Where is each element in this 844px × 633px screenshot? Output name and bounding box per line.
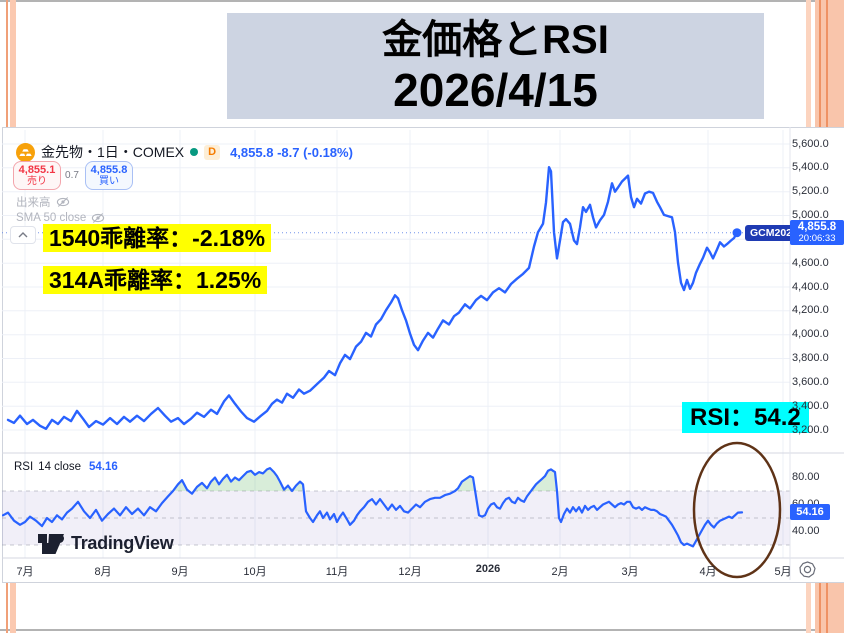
rsi-note-annotation: RSI：54.2	[682, 402, 809, 433]
time-tick-label: 7月	[16, 566, 34, 578]
time-tick-label: 12月	[398, 566, 422, 578]
rsi-tick-label: 40.00	[792, 525, 820, 537]
time-tick-label: 10月	[243, 566, 267, 578]
quote-text: 4,855.8 -8.7 (-0.18%)	[230, 144, 353, 160]
slide-top-edge	[0, 0, 844, 2]
sell-label: 売り	[27, 175, 47, 187]
price-tick-label: 4,000.0	[792, 328, 829, 341]
gold-symbol-icon	[16, 142, 35, 162]
chevron-up-icon	[18, 232, 28, 238]
slide-title-banner: 金価格とRSI 2026/4/15	[227, 13, 764, 119]
buy-price: 4,855.8	[90, 163, 128, 176]
time-tick-label: 5月	[774, 566, 792, 578]
price-tick-label: 5,400.0	[792, 161, 829, 174]
volume-indicator-label: 出来高	[16, 197, 51, 209]
rsi-tick-label: 80.00	[792, 471, 820, 483]
tradingview-logo[interactable]: TradingView	[38, 533, 174, 554]
current-rsi-label: 54.16	[790, 504, 830, 521]
rsi-overbought-fill	[173, 480, 189, 491]
eye-off-icon[interactable]	[91, 212, 105, 224]
time-tick-label: 4月	[699, 566, 717, 578]
symbol-title[interactable]: 金先物・1日・COMEX	[41, 144, 185, 160]
time-tick-label: 11月	[325, 566, 349, 578]
settings-icon[interactable]	[799, 561, 816, 583]
rsi-indicator-name[interactable]: RSI	[14, 461, 34, 473]
tradingview-mark-icon	[38, 533, 64, 554]
tradingview-logo-text: TradingView	[71, 533, 174, 553]
slide-title-line1: 金価格とRSI	[382, 18, 609, 62]
price-tick-label: 5,000.0	[792, 209, 829, 221]
spread-value: 0.7	[65, 170, 79, 181]
chart-plot-area[interactable]	[2, 127, 844, 581]
price-tick-label: 5,200.0	[792, 185, 829, 198]
rsi-indicator-value: 54.16	[89, 461, 118, 473]
sell-price: 4,855.1	[18, 163, 56, 176]
current-price-label: 4,855.8 20:06:33	[790, 220, 844, 246]
price-line	[6, 165, 739, 430]
rsi-line	[2, 467, 744, 548]
time-tick-label: 2026	[475, 563, 501, 575]
eye-off-icon[interactable]	[56, 196, 70, 208]
time-tick-label: 9月	[171, 566, 189, 578]
price-tick-label: 3,800.0	[792, 352, 829, 364]
sell-button[interactable]: 4,855.1 売り	[13, 161, 61, 190]
deviation-1540-annotation: 1540乖離率：-2.18%	[43, 224, 272, 252]
price-tick-label: 4,400.0	[792, 280, 829, 293]
market-status-dot	[190, 148, 199, 156]
chart-card	[2, 127, 844, 583]
price-tick-label: 5,600.0	[792, 137, 829, 150]
time-tick-label: 2月	[551, 566, 569, 578]
current-price-value: 4,855.8	[797, 220, 837, 233]
price-tick-label: 4,200.0	[792, 304, 829, 317]
collapse-legend-button[interactable]	[10, 226, 36, 244]
contract-tag: GCM2026	[745, 224, 803, 241]
price-tick-label: 3,600.0	[792, 375, 829, 388]
buy-button[interactable]: 4,855.8 買い	[85, 161, 133, 190]
time-tick-label: 8月	[94, 566, 112, 578]
slide-bottom-edge	[0, 629, 844, 631]
slide-title-line2: 2026/4/15	[393, 64, 598, 116]
price-tick-label: 4,600.0	[792, 256, 829, 269]
sma-indicator-label: SMA 50 close	[16, 212, 87, 224]
price-tick-label: 3,400.0	[792, 399, 829, 412]
deviation-314a-annotation: 314A乖離率：1.25%	[43, 266, 268, 294]
interval-badge[interactable]: D	[204, 144, 221, 160]
buy-label: 買い	[99, 175, 119, 187]
last-price-dot	[732, 228, 742, 238]
price-tick-label: 3,200.0	[792, 423, 829, 436]
rsi-overbought-fill	[531, 469, 557, 491]
time-tick-label: 3月	[621, 566, 639, 578]
rsi-indicator-params: 14 close	[38, 461, 82, 473]
rsi-overbought-fill	[194, 468, 304, 491]
rsi-overbought-fill	[455, 476, 476, 491]
price-countdown: 20:06:33	[798, 232, 836, 244]
ellipse-annotation	[692, 441, 782, 579]
